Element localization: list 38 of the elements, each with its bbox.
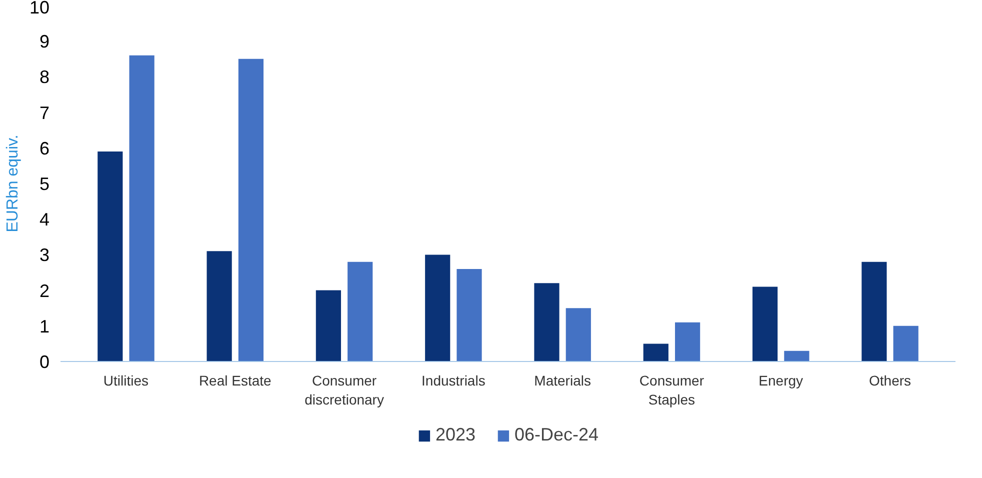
y-tick-label: 0 bbox=[39, 352, 50, 372]
y-tick-label: 10 bbox=[29, 0, 50, 18]
x-tick-label: Others bbox=[869, 372, 912, 388]
x-tick-label: Materials bbox=[534, 372, 591, 388]
bar bbox=[643, 344, 668, 362]
x-tick-label: Energy bbox=[758, 372, 804, 388]
y-tick-label: 5 bbox=[39, 174, 50, 194]
x-tick-label: Consumer discretionary bbox=[304, 372, 384, 408]
y-tick-label: 4 bbox=[39, 210, 50, 230]
bar bbox=[674, 322, 700, 362]
x-tick-label: Industrials bbox=[422, 372, 486, 388]
bar bbox=[784, 350, 810, 362]
y-tick-label: 9 bbox=[39, 32, 50, 52]
x-tick-label: Real Estate bbox=[198, 372, 272, 388]
y-tick-label: 6 bbox=[39, 138, 50, 158]
bar bbox=[566, 308, 591, 362]
bar bbox=[534, 283, 560, 362]
bar bbox=[862, 262, 887, 362]
bar bbox=[238, 58, 264, 362]
y-tick-label: 7 bbox=[39, 102, 50, 123]
x-tick-label: Utilities bbox=[103, 372, 149, 388]
y-tick-label: 8 bbox=[39, 67, 50, 88]
legend-label: 2023 bbox=[435, 424, 476, 446]
y-tick-label: 3 bbox=[39, 245, 50, 266]
x-tick-label: Consumer Staples bbox=[639, 372, 704, 408]
legend-label: 06-Dec-24 bbox=[514, 424, 599, 446]
bar bbox=[129, 55, 154, 362]
y-tick-label: 1 bbox=[39, 316, 50, 336]
y-axis-title: EURbn equiv. bbox=[4, 134, 22, 232]
y-tick-label: 2 bbox=[39, 280, 50, 301]
bar bbox=[893, 326, 918, 362]
bar bbox=[752, 286, 778, 362]
bar bbox=[316, 290, 342, 362]
bar bbox=[456, 268, 482, 362]
bar bbox=[425, 254, 450, 362]
bar bbox=[206, 251, 232, 362]
bar bbox=[348, 262, 373, 362]
bar bbox=[98, 151, 123, 362]
